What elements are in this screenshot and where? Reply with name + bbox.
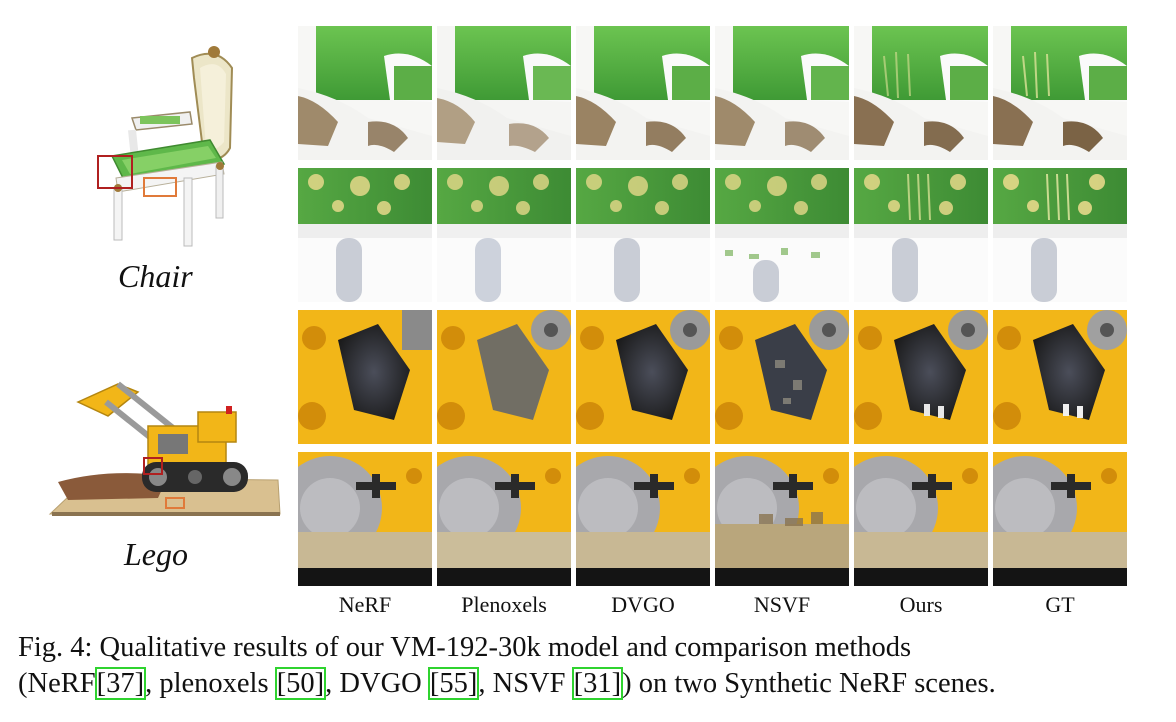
method-label-nerf: NeRF bbox=[338, 592, 392, 617]
chair-crop2-gt bbox=[993, 168, 1127, 302]
lego-crop2-gt bbox=[993, 452, 1127, 586]
figure-caption: Fig. 4: Qualitative results of our VM-19… bbox=[18, 630, 1168, 702]
caption-line-1: Fig. 4: Qualitative results of our VM-19… bbox=[18, 632, 912, 663]
chair-crop2-ours bbox=[854, 168, 988, 302]
lego-inset-2 bbox=[165, 497, 185, 509]
lego-crop1-nsvf bbox=[715, 310, 849, 444]
caption-text: , NSVF bbox=[478, 668, 573, 699]
chair-inset-2 bbox=[143, 177, 177, 197]
chair-crop2-dvgo bbox=[576, 168, 710, 302]
scene-label-chair: Chair bbox=[118, 258, 193, 294]
lego-crop2-dvgo bbox=[576, 452, 710, 586]
lego-crop1-gt bbox=[993, 310, 1127, 444]
scene-label-lego: Lego bbox=[124, 536, 188, 572]
chair-crop1-nsvf bbox=[715, 26, 849, 160]
caption-text: ) on two Synthetic NeRF scenes. bbox=[622, 668, 996, 699]
lego-thumbnail bbox=[48, 381, 281, 516]
lego-crop1-nerf bbox=[298, 310, 432, 444]
method-label-plenoxels: Plenoxels bbox=[461, 592, 547, 617]
lego-crop2-nsvf bbox=[715, 452, 849, 586]
caption-text: (NeRF bbox=[18, 668, 96, 699]
chair-thumbnail bbox=[97, 46, 234, 247]
chair-crop2-nsvf bbox=[715, 168, 849, 302]
chair-crop1-plenoxels bbox=[437, 26, 571, 160]
citation-link[interactable]: [50] bbox=[274, 667, 327, 700]
citation-link[interactable]: [55] bbox=[427, 667, 480, 700]
method-label-nsvf: NSVF bbox=[753, 592, 811, 617]
chair-crop2-plenoxels bbox=[437, 168, 571, 302]
caption-text: , plenoxels bbox=[145, 668, 276, 699]
chair-crop1-nerf bbox=[298, 26, 432, 160]
method-label-dvgo: DVGO bbox=[611, 592, 675, 617]
lego-crop1-plenoxels bbox=[437, 310, 571, 444]
lego-crop1-ours bbox=[854, 310, 988, 444]
lego-crop2-plenoxels bbox=[437, 452, 571, 586]
chair-inset-1 bbox=[97, 155, 133, 189]
caption-line-2: (NeRF[37], plenoxels [50], DVGO [55], NS… bbox=[18, 666, 1168, 702]
citation-link[interactable]: [37] bbox=[94, 667, 147, 700]
chair-crop2-nerf bbox=[298, 168, 432, 302]
method-label-ours: Ours bbox=[899, 592, 943, 617]
lego-crop1-dvgo bbox=[576, 310, 710, 444]
lego-crop2-ours bbox=[854, 452, 988, 586]
method-label-gt: GT bbox=[1045, 592, 1075, 617]
citation-link[interactable]: [31] bbox=[571, 667, 624, 700]
lego-crop2-nerf bbox=[298, 452, 432, 586]
chair-crop1-ours bbox=[854, 26, 988, 160]
caption-text: , DVGO bbox=[325, 668, 429, 699]
lego-inset-1 bbox=[143, 457, 163, 475]
chair-crop1-dvgo bbox=[576, 26, 710, 160]
chair-crop1-gt bbox=[993, 26, 1127, 160]
